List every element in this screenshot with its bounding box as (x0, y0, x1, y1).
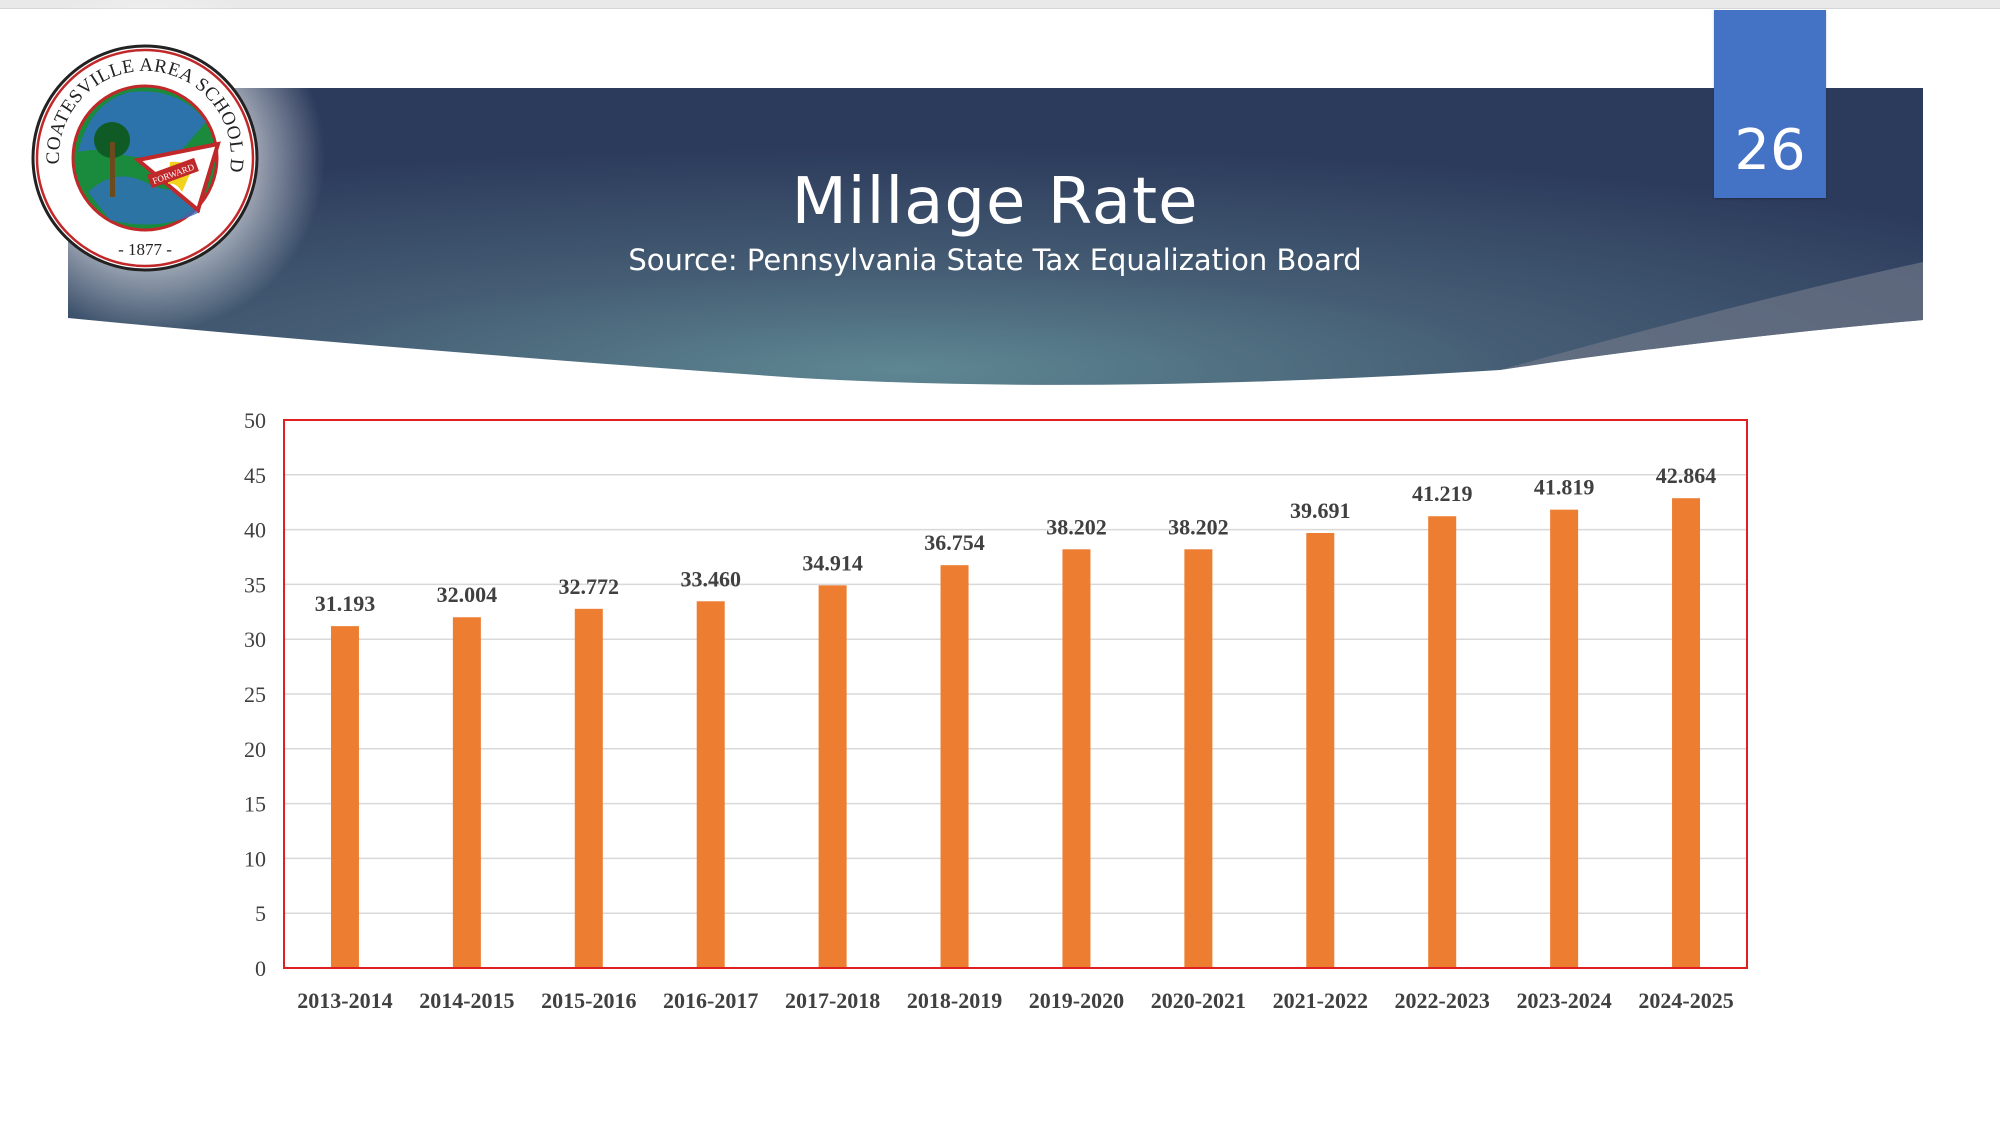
data-label-2014-2015: 32.004 (437, 582, 498, 607)
slide-subtitle: Source: Pennsylvania State Tax Equalizat… (628, 243, 1362, 277)
data-label-2023-2024: 41.819 (1534, 475, 1595, 500)
y-tick-label-1: 5 (255, 901, 266, 926)
plot-area-border (283, 419, 1748, 969)
data-label-2016-2017: 33.460 (680, 566, 741, 591)
browser-top-strip (0, 0, 2000, 9)
x-tick-label-2015-2016: 2015-2016 (541, 988, 636, 1013)
x-tick-label-2019-2020: 2019-2020 (1029, 988, 1124, 1013)
bar-2014-2015 (452, 617, 481, 968)
bar-2022-2023 (1428, 516, 1457, 968)
y-tick-label-3: 15 (244, 792, 266, 817)
data-label-2015-2016: 32.772 (559, 574, 620, 599)
x-tick-label-2014-2015: 2014-2015 (419, 988, 514, 1013)
bar-2017-2018 (818, 585, 847, 968)
data-label-2021-2022: 39.691 (1290, 498, 1351, 523)
gridlines (284, 419, 1747, 969)
page-number: 26 (1734, 118, 1806, 183)
y-axis-ticks: 0 5 10 15 20 25 30 35 40 45 50 (244, 408, 266, 981)
bar-2021-2022 (1306, 532, 1335, 968)
district-seal-logo: FORWARD COATESVILLE AREA SCHOOL DISTRICT… (30, 42, 259, 272)
y-tick-label-10: 50 (244, 408, 266, 433)
x-axis-ticks: 2013-2014 2014-2015 2015-2016 2016-2017 2017… (297, 988, 1733, 1013)
logo-year-text: - 1877 - (118, 240, 172, 259)
bar-2018-2019 (940, 565, 969, 968)
y-tick-label-0: 0 (255, 956, 266, 981)
x-tick-label-2022-2023: 2022-2023 (1395, 988, 1490, 1013)
x-tick-label-2020-2021: 2020-2021 (1151, 988, 1246, 1013)
x-tick-label-2021-2022: 2021-2022 (1273, 988, 1368, 1013)
data-label-2013-2014: 31.193 (315, 591, 376, 616)
x-tick-label-2017-2018: 2017-2018 (785, 988, 880, 1013)
bar-2016-2017 (696, 601, 725, 968)
data-label-2020-2021: 38.202 (1168, 514, 1229, 539)
bar-2020-2021 (1184, 549, 1213, 968)
data-label-2018-2019: 36.754 (924, 530, 985, 555)
bar-2013-2014 (330, 626, 359, 968)
banner-curve-highlight (1500, 262, 1923, 370)
data-labels: 31.193 32.004 32.772 33.460 34.914 36.754 38.2… (315, 463, 1717, 616)
y-tick-label-7: 35 (244, 572, 266, 597)
x-tick-label-2024-2025: 2024-2025 (1638, 988, 1733, 1013)
bar-2023-2024 (1550, 509, 1579, 968)
bar-2015-2016 (574, 608, 603, 968)
data-label-2017-2018: 34.914 (802, 550, 863, 575)
x-tick-label-2023-2024: 2023-2024 (1516, 988, 1611, 1013)
y-tick-label-2: 10 (244, 846, 266, 871)
y-tick-label-6: 30 (244, 627, 266, 652)
x-tick-label-2016-2017: 2016-2017 (663, 988, 758, 1013)
data-label-2019-2020: 38.202 (1046, 514, 1107, 539)
x-tick-label-2013-2014: 2013-2014 (297, 988, 392, 1013)
bar-2019-2020 (1062, 549, 1091, 968)
y-tick-label-4: 20 (244, 737, 266, 762)
data-label-2022-2023: 41.219 (1412, 481, 1473, 506)
page-number-badge: 26 (1714, 10, 1826, 198)
y-tick-label-5: 25 (244, 682, 266, 707)
x-tick-label-2018-2019: 2018-2019 (907, 988, 1002, 1013)
data-label-2024-2025: 42.864 (1656, 463, 1717, 488)
y-tick-label-9: 45 (244, 463, 266, 488)
bars (330, 498, 1701, 968)
bar-2024-2025 (1672, 498, 1701, 968)
y-tick-label-8: 40 (244, 518, 266, 543)
slide-title: Millage Rate (791, 165, 1199, 239)
banner-shape (68, 88, 1923, 385)
